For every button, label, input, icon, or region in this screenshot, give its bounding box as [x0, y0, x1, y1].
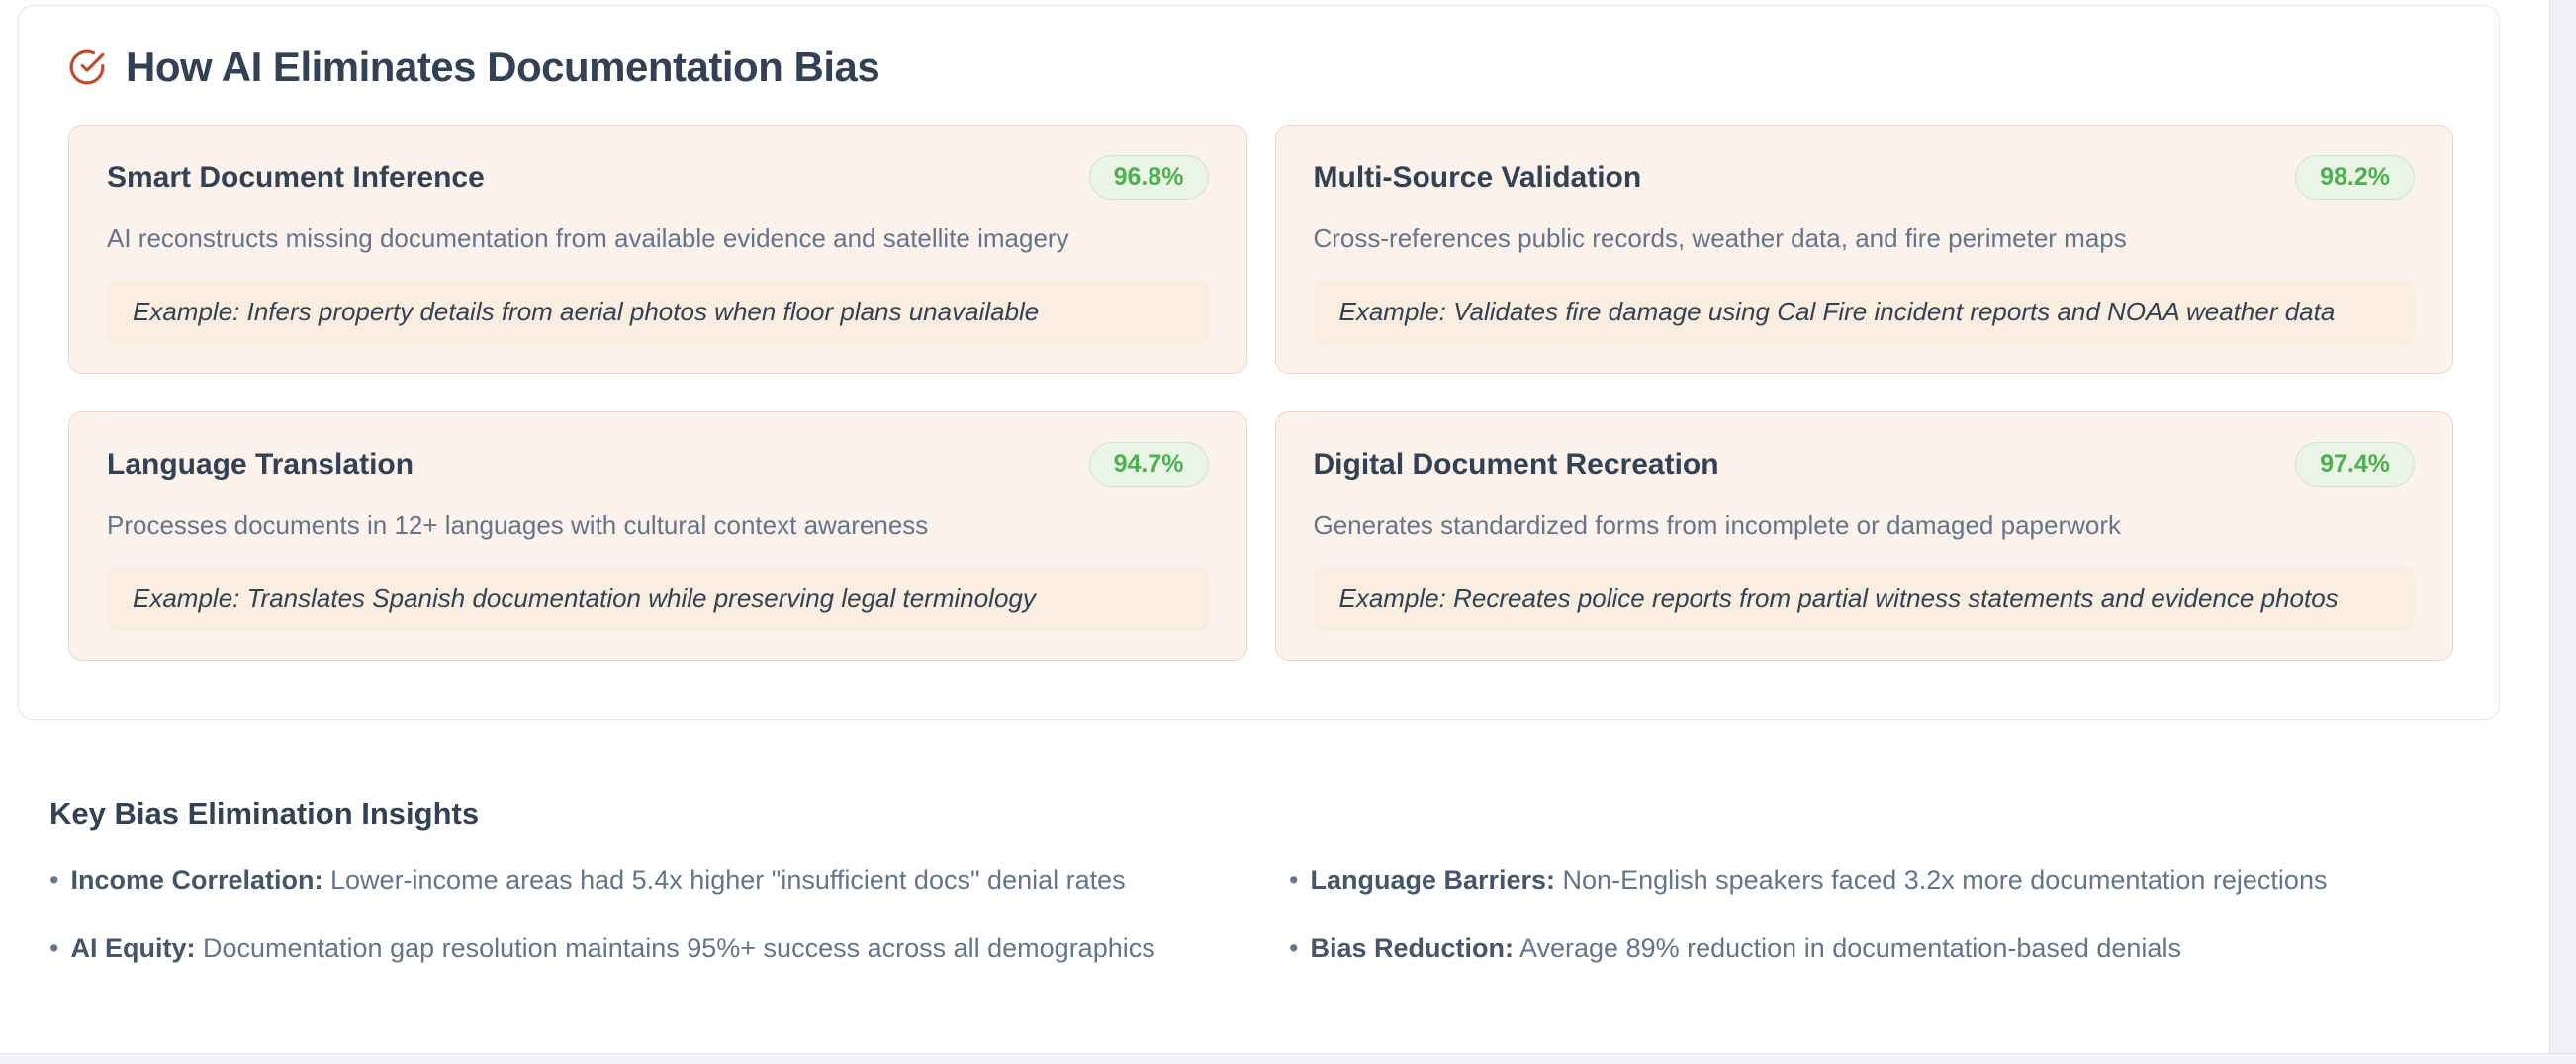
- method-card-header: Smart Document Inference 96.8%: [107, 155, 1209, 200]
- insight-text: Lower-income areas had 5.4x higher "insu…: [330, 865, 1126, 895]
- insight-language-barriers: • Language Barriers: Non-English speakers…: [1289, 865, 2503, 896]
- insight-income-correlation: • Income Correlation: Lower-income areas …: [49, 865, 1289, 896]
- method-name: Smart Document Inference: [107, 160, 485, 194]
- methods-grid: Smart Document Inference 96.8% AI recons…: [19, 91, 2499, 661]
- accuracy-badge: 98.2%: [2295, 155, 2415, 200]
- method-card-header: Digital Document Recreation 97.4%: [1313, 442, 2415, 487]
- method-description: Cross-references public records, weather…: [1313, 223, 2127, 253]
- insight-text: Documentation gap resolution maintains 9…: [202, 933, 1155, 963]
- panel-header: How AI Eliminates Documentation Bias: [19, 6, 2499, 91]
- insight-ai-equity: • AI Equity: Documentation gap resolution…: [49, 933, 1289, 964]
- bullet-point: •: [49, 933, 59, 963]
- method-example: Example: Validates fire damage using Cal…: [1313, 280, 2415, 344]
- scrollbar-track[interactable]: [2549, 0, 2576, 1053]
- insight-label: Bias Reduction:: [1310, 933, 1514, 963]
- method-card-language-translation: Language Translation 94.7% Processes doc…: [68, 411, 1247, 661]
- accuracy-badge: 97.4%: [2295, 442, 2415, 487]
- method-description: Generates standardized forms from incomp…: [1313, 510, 2122, 540]
- method-card-smart-document-inference: Smart Document Inference 96.8% AI recons…: [68, 125, 1247, 374]
- page-title: How AI Eliminates Documentation Bias: [126, 44, 880, 90]
- method-example: Example: Infers property details from ae…: [107, 280, 1209, 344]
- accuracy-badge: 96.8%: [1088, 155, 1209, 200]
- insight-label: Income Correlation:: [70, 865, 323, 895]
- insight-bias-reduction: • Bias Reduction: Average 89% reduction i…: [1289, 933, 2503, 964]
- method-card-header: Language Translation 94.7%: [107, 442, 1209, 487]
- insights-grid: • Income Correlation: Lower-income areas …: [49, 865, 2503, 964]
- insight-label: Language Barriers:: [1310, 865, 1556, 895]
- method-name: Multi-Source Validation: [1313, 160, 1642, 194]
- accuracy-badge: 94.7%: [1088, 442, 1209, 487]
- key-insights-section: Key Bias Elimination Insights • Income Co…: [49, 796, 2503, 964]
- bullet-point: •: [1289, 933, 1299, 963]
- insight-label: AI Equity:: [70, 933, 196, 963]
- method-name: Language Translation: [107, 447, 414, 481]
- method-card-digital-document-recreation: Digital Document Recreation 97.4% Genera…: [1274, 411, 2453, 661]
- bullet-point: •: [1289, 865, 1299, 895]
- ai-documentation-bias-panel: How AI Eliminates Documentation Bias Sma…: [18, 5, 2500, 720]
- method-card-header: Multi-Source Validation 98.2%: [1313, 155, 2415, 200]
- bullet-point: •: [49, 865, 59, 895]
- insight-text: Non-English speakers faced 3.2x more doc…: [1562, 865, 2328, 895]
- method-example: Example: Recreates police reports from p…: [1313, 567, 2415, 631]
- method-card-multi-source-validation: Multi-Source Validation 98.2% Cross-refe…: [1274, 125, 2453, 374]
- insights-heading: Key Bias Elimination Insights: [49, 796, 480, 831]
- method-description: AI reconstructs missing documentation fr…: [107, 223, 1069, 253]
- insight-text: Average 89% reduction in documentation-b…: [1519, 933, 2181, 963]
- check-circle-icon: [69, 49, 105, 85]
- method-example: Example: Translates Spanish documentatio…: [107, 567, 1209, 631]
- page-bottom-edge: [0, 1053, 2576, 1064]
- method-description: Processes documents in 12+ languages wit…: [107, 510, 929, 540]
- method-name: Digital Document Recreation: [1313, 447, 1719, 481]
